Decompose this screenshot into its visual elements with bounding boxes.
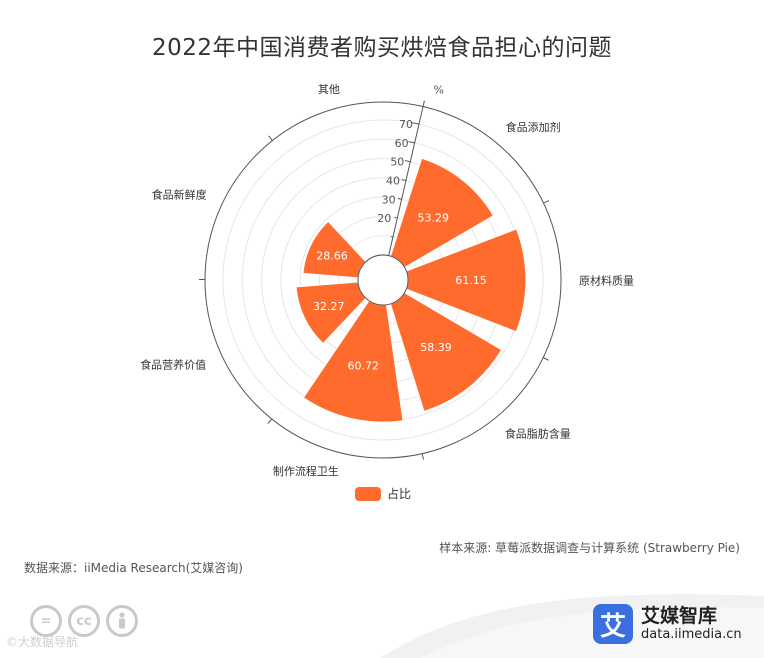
legend[interactable]: 占比: [355, 485, 411, 502]
person-icon: [106, 605, 138, 637]
unit-label: %: [433, 84, 443, 97]
brand[interactable]: 艾 艾媒智库 data.iimedia.cn: [593, 604, 742, 644]
data-label: 0.64: [362, 234, 387, 247]
data-label: 53.29: [418, 211, 450, 224]
data-label: 32.27: [313, 300, 345, 313]
radial-tick-label: 40: [386, 174, 400, 187]
angle-axis-tick: [542, 357, 549, 361]
brand-logo-icon: 艾: [593, 604, 633, 644]
radial-tick-label: 30: [382, 193, 396, 206]
category-label: 食品营养价值: [140, 358, 206, 372]
category-label: 其他: [318, 83, 340, 96]
angle-axis-tick: [543, 200, 550, 204]
watermark: ©大数据导航: [6, 635, 79, 649]
radial-tick: [405, 160, 411, 163]
legend-label: 占比: [387, 487, 412, 501]
data-source-note: 数据来源：iiMedia Research(艾媒咨询): [24, 561, 243, 575]
radial-tick: [408, 141, 415, 144]
data-label: 61.15: [455, 274, 487, 287]
legend-swatch: [355, 486, 381, 501]
radial-tick-label: 20: [377, 212, 391, 225]
category-label: 食品新鲜度: [152, 188, 207, 202]
data-label: 60.72: [348, 359, 380, 372]
outer-angle-axis: [204, 101, 562, 459]
watermark-text: 大数据导航: [18, 635, 79, 649]
radial-tick-label: 50: [390, 156, 404, 169]
inner-ring: [357, 254, 409, 306]
angle-axis-tick: [267, 418, 273, 424]
radial-tick: [412, 122, 420, 125]
radial-tick-label: 70: [399, 118, 413, 131]
chart-title: 2022年中国消费者购买烘焙食品担心的问题: [151, 35, 613, 61]
radial-axis-line: [388, 106, 424, 256]
category-label: 原材料质量: [579, 273, 634, 287]
radial-tick-label: 60: [395, 137, 409, 150]
radial-tick: [394, 217, 398, 219]
angle-axis-tick: [268, 135, 273, 141]
radial-tick: [397, 198, 402, 200]
sample-source-note: 样本来源: 草莓派数据调查与计算系统 (Strawberry Pie): [439, 541, 740, 555]
angle-axis-tick: [422, 100, 425, 107]
brand-url: data.iimedia.cn: [641, 627, 742, 642]
angle-axis-tick: [421, 453, 424, 460]
grid-ring: [222, 119, 544, 441]
data-label: 28.66: [316, 249, 348, 262]
category-label: 食品脂肪含量: [505, 427, 571, 441]
data-label: 58.39: [420, 341, 452, 354]
cc-icon: cc: [68, 605, 100, 637]
license-icons: = cc: [30, 605, 138, 637]
brand-name: 艾媒智库: [641, 605, 718, 627]
radial-tick: [401, 179, 407, 181]
equals-icon: =: [30, 605, 62, 637]
footer-swoosh-decoration: [380, 594, 764, 658]
category-label: 制作流程卫生: [273, 464, 339, 478]
category-label: 食品添加剂: [506, 120, 561, 134]
